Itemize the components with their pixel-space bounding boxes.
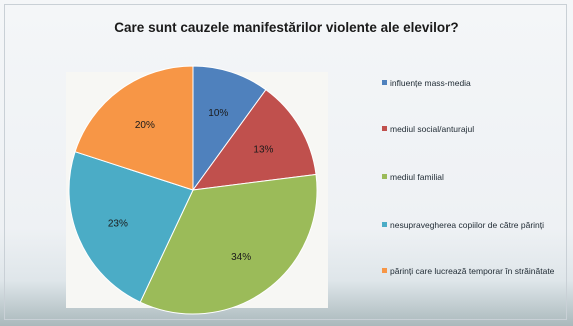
slice-data-label-2: 34% (231, 252, 251, 263)
pie-slice-0 (192, 65, 267, 192)
slice-data-label-3: 23% (108, 219, 128, 230)
slice-data-label-4: 20% (135, 120, 155, 131)
legend-label-4: părinți care lucrează temporar în străin… (390, 266, 555, 276)
slice-data-label-0: 10% (208, 108, 228, 119)
legend-label-0: influențe mass-media (390, 78, 471, 88)
legend-marker-1 (382, 126, 387, 131)
legend-marker-0 (382, 80, 387, 85)
legend-marker-2 (382, 174, 387, 179)
legend-label-3: nesupravegherea copiilor de către părinț… (390, 220, 545, 230)
legend-label-2: mediul familial (390, 172, 444, 182)
legend-label-1: mediul social/anturajul (390, 124, 475, 134)
legend-marker-4 (382, 268, 387, 273)
legend-marker-3 (382, 222, 387, 227)
slide-frame (4, 4, 567, 320)
pie-slice-3 (68, 151, 194, 303)
pie-slice-1 (191, 88, 317, 191)
slice-data-label-1: 13% (253, 144, 273, 155)
chart-title: Care sunt cauzele manifestărilor violent… (114, 20, 459, 35)
pie-slice-4 (74, 65, 194, 191)
